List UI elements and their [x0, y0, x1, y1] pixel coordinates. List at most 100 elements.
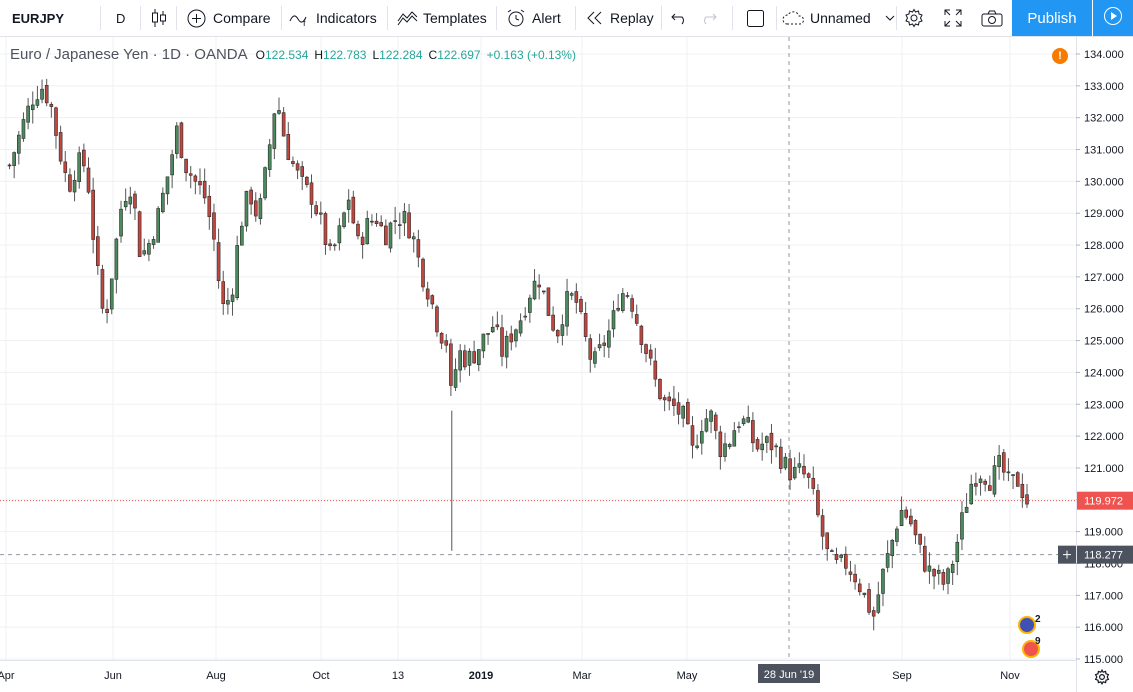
- candle-down: [319, 212, 323, 215]
- svg-text:f: f: [303, 18, 306, 27]
- candle-down: [853, 573, 857, 583]
- time-axis[interactable]: Apr Jun Aug Oct 13 2019 Mar May Sep Nov 28 Jun '19: [0, 660, 1076, 684]
- candle-up: [393, 220, 397, 222]
- candle-down: [662, 397, 667, 401]
- candle-down: [49, 103, 54, 107]
- candle-down: [439, 333, 444, 344]
- play-button[interactable]: [1093, 0, 1133, 36]
- candlestick-series: 29: [7, 78, 1041, 658]
- candle-up: [593, 351, 597, 364]
- redo-button[interactable]: [699, 0, 717, 36]
- symbol-search[interactable]: EURJPY: [12, 0, 64, 36]
- candle-up: [17, 134, 21, 154]
- crosshair-date-label: 28 Jun '19: [764, 669, 814, 681]
- candle-down: [834, 554, 839, 560]
- templates-button[interactable]: Templates: [397, 0, 487, 36]
- candle-down: [676, 402, 681, 415]
- candle-down: [1001, 452, 1006, 473]
- candle-up: [235, 245, 239, 299]
- crosshair-date-tag: [758, 664, 820, 683]
- scale-settings-button[interactable]: [1091, 668, 1113, 690]
- chart-settings-button[interactable]: [904, 0, 924, 36]
- play-icon: [1103, 6, 1123, 31]
- price-tick-label: 133.000: [1084, 81, 1124, 93]
- candle-up: [151, 239, 156, 245]
- candle-down: [95, 236, 100, 266]
- compare-button[interactable]: Compare: [187, 0, 271, 36]
- candle-up: [797, 463, 802, 468]
- publish-button[interactable]: Publish: [1012, 0, 1092, 36]
- drawing-toggle-button[interactable]: [746, 0, 765, 36]
- toolbar-divider: [575, 6, 576, 30]
- candle-down: [379, 222, 384, 227]
- price-tick-label: 119.000: [1084, 527, 1123, 539]
- close-label: C: [428, 48, 438, 62]
- candle-up: [620, 293, 625, 311]
- candle-up: [244, 190, 249, 227]
- candle-up: [161, 192, 165, 213]
- candle-down: [188, 173, 193, 176]
- price-tick-label: 116.000: [1084, 622, 1123, 634]
- candle-up: [783, 456, 788, 469]
- undo-button[interactable]: [671, 0, 689, 36]
- alert-button[interactable]: Alert: [506, 0, 561, 36]
- economic-event-icon[interactable]: [1018, 616, 1036, 634]
- interval-button[interactable]: D: [116, 0, 125, 36]
- candle-down: [295, 163, 300, 171]
- price-chart[interactable]: 29 134.000133.000132.000131.000130.00012…: [0, 37, 1133, 692]
- candle-up: [12, 152, 16, 166]
- candle-up: [267, 144, 272, 170]
- last-price-tag: [1077, 491, 1133, 510]
- candle-down: [351, 196, 356, 224]
- snapshot-button[interactable]: [981, 0, 1003, 36]
- candle-down: [463, 350, 467, 368]
- candle-down: [91, 189, 95, 240]
- candle-down: [356, 223, 360, 237]
- close-value: 122.697: [437, 48, 481, 62]
- candle-down: [546, 287, 551, 316]
- candle-down: [472, 351, 476, 364]
- price-tick-label: 122.000: [1084, 431, 1124, 443]
- fullscreen-button[interactable]: [944, 0, 962, 36]
- price-tick-label: 134.000: [1084, 49, 1124, 61]
- candle-down: [416, 239, 421, 258]
- candle-down: [425, 288, 430, 300]
- gear-icon: [1094, 668, 1110, 690]
- price-tick-label: 125.000: [1084, 336, 1124, 348]
- candle-down: [616, 307, 620, 311]
- toolbar-divider: [387, 6, 388, 30]
- candle-up: [890, 539, 895, 556]
- time-tick-label: Oct: [312, 670, 329, 682]
- dividend-event-icon[interactable]: [1022, 640, 1040, 658]
- templates-icon: [397, 9, 418, 27]
- price-axis[interactable]: 134.000 133.000 132.000 131.000 130.000 129.0…: [1058, 37, 1133, 692]
- time-tick-label: Aug: [206, 670, 226, 682]
- candle-down: [444, 340, 449, 346]
- bar-style-button[interactable]: [151, 0, 167, 36]
- price-tick-label: 131.000: [1084, 145, 1124, 157]
- candle-up: [830, 550, 834, 552]
- toolbar-divider: [776, 6, 777, 30]
- candles-icon: [151, 8, 167, 28]
- indicators-button[interactable]: f Indicators: [289, 0, 377, 36]
- price-axis-background: [1076, 37, 1133, 692]
- candle-up: [1006, 471, 1011, 474]
- candle-down: [579, 298, 583, 313]
- high-value: 122.783: [323, 48, 367, 62]
- candle-down: [397, 224, 402, 226]
- symbol-label: EURJPY: [12, 10, 65, 26]
- candle-down: [871, 610, 876, 617]
- replay-button[interactable]: Replay: [586, 0, 654, 36]
- toolbar-divider: [140, 6, 141, 30]
- candle-down: [918, 533, 922, 545]
- candle-up: [226, 300, 230, 305]
- candle-up: [272, 113, 277, 149]
- warning-badge[interactable]: !: [1052, 48, 1068, 64]
- candle-up: [504, 335, 509, 358]
- layout-menu-button[interactable]: Unnamed: [781, 0, 895, 36]
- price-tick-label: 123.000: [1084, 399, 1124, 411]
- price-tick-label: 129.000: [1084, 208, 1124, 220]
- candle-down: [867, 589, 871, 613]
- candle-up: [174, 125, 179, 154]
- candle-down: [421, 258, 425, 288]
